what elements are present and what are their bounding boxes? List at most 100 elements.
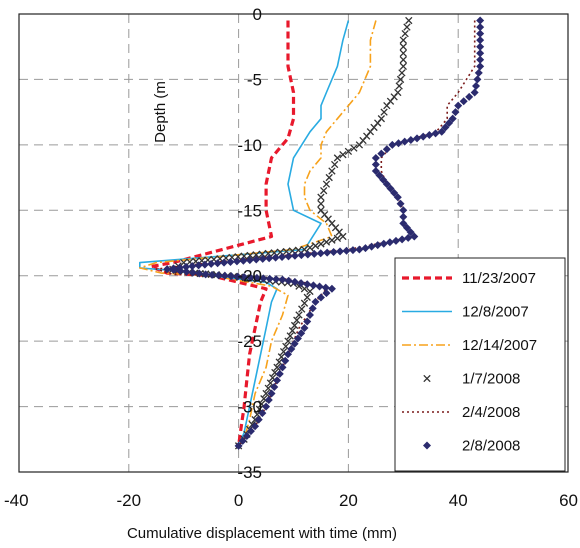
plot-frame <box>18 13 569 473</box>
diamond-marker-point <box>476 29 485 38</box>
x-tick-label: -40 <box>4 491 29 510</box>
x-marker-point <box>333 154 342 162</box>
x-marker-point <box>395 82 403 90</box>
diamond-marker-point <box>373 241 382 250</box>
diamond-marker-point <box>273 376 282 385</box>
diamond-marker-point <box>239 256 248 265</box>
x-marker-point <box>350 144 358 152</box>
diamond-marker-point <box>474 68 483 77</box>
series-line <box>139 20 377 447</box>
legend-symbol <box>423 374 431 383</box>
diamond-marker-point <box>413 134 422 143</box>
diamond-marker-point <box>476 62 485 71</box>
diamond-marker-point <box>265 274 274 283</box>
diamond-marker-point <box>342 246 351 255</box>
diamond-marker-point <box>473 75 482 84</box>
diamond-marker-point <box>327 284 336 293</box>
x-marker-point <box>298 305 306 313</box>
diamond-marker-point <box>329 248 338 257</box>
diamond-marker-point <box>348 246 357 255</box>
diamond-marker-point <box>393 193 402 202</box>
diamond-marker-point <box>252 255 261 264</box>
x-marker-point <box>293 316 301 324</box>
legend: 11/23/2007 12/8/2007 12/14/2007 1/7/2008 2/4… <box>394 257 566 472</box>
x-marker-point <box>398 69 406 77</box>
x-marker-point <box>328 167 336 175</box>
diamond-marker-point <box>431 129 440 138</box>
diamond-marker-point <box>284 252 293 261</box>
diamond-marker-point <box>194 261 203 270</box>
diamond-marker-point <box>293 334 302 343</box>
diamond-marker-point <box>406 135 415 144</box>
x-marker-point <box>320 186 328 195</box>
x-marker-point <box>328 236 336 244</box>
diamond-marker-point <box>233 272 242 281</box>
diamond-marker-point <box>321 283 330 292</box>
diamond-marker-point <box>386 184 395 193</box>
diamond-marker-point <box>308 304 317 313</box>
x-marker-point <box>399 62 407 71</box>
diamond-marker-point <box>361 244 370 253</box>
diamond-marker-point <box>399 219 408 228</box>
diamond-marker-point <box>472 81 481 90</box>
y-axis-title: Depth (m <box>152 81 169 143</box>
x-marker-point <box>317 200 325 208</box>
legend-item: 11/23/2007 <box>402 270 536 287</box>
diamond-marker-point <box>379 175 388 184</box>
legend-label: 12/14/2007 <box>462 337 537 354</box>
diamond-marker-point <box>382 180 391 189</box>
diamond-marker-point <box>297 279 306 288</box>
diamond-marker-point <box>182 267 191 276</box>
diamond-marker-point <box>275 369 284 378</box>
legend-label: 12/8/2007 <box>462 304 529 321</box>
diamond-marker-point <box>391 236 400 245</box>
diamond-marker-point <box>234 441 243 450</box>
diamond-marker-point <box>445 119 454 128</box>
diamond-marker-point <box>399 212 408 221</box>
x-marker-point <box>264 384 272 392</box>
diamond-marker-point <box>195 269 204 278</box>
diamond-marker-point <box>284 276 293 285</box>
diamond-marker-point <box>290 277 299 286</box>
y-tick-label: -25 <box>237 332 262 351</box>
diamond-marker-point <box>355 245 364 254</box>
diamond-marker-point <box>182 262 191 271</box>
diamond-marker-point <box>278 275 287 284</box>
diamond-marker-point <box>303 280 312 289</box>
diamond-marker-point <box>287 344 296 353</box>
diamond-marker-point <box>367 242 376 251</box>
diamond-marker-point <box>297 329 306 338</box>
diamond-marker-point <box>207 259 216 268</box>
diamond-marker-point <box>398 235 407 244</box>
x-marker-point <box>399 36 407 44</box>
x-tick-label: 60 <box>559 491 578 510</box>
x-marker-point <box>252 251 260 259</box>
diamond-marker-point <box>451 108 460 117</box>
diamond-marker-point <box>419 132 428 141</box>
diamond-marker-point <box>303 317 312 326</box>
x-marker-point <box>246 251 254 260</box>
diamond-marker-point <box>278 253 287 262</box>
diamond-marker-point <box>220 258 229 267</box>
x-marker-point <box>284 337 292 345</box>
diamond-marker-point <box>470 88 479 97</box>
diamond-marker-point <box>379 239 388 248</box>
diamond-marker-point <box>258 409 267 418</box>
diamond-marker-point <box>290 251 299 260</box>
legend-item: 12/8/2007 <box>402 304 529 321</box>
diamond-marker-point <box>454 101 463 110</box>
diamond-marker-point <box>251 422 260 431</box>
y-tick-label: -10 <box>237 136 262 155</box>
x-marker-point <box>258 250 266 258</box>
diamond-marker-point <box>465 92 474 101</box>
diamond-marker-point <box>336 247 345 256</box>
diamond-marker-point <box>476 16 485 25</box>
diamond-marker-point <box>270 382 279 391</box>
legend-label: 2/4/2008 <box>462 404 520 421</box>
diamond-marker-point <box>284 350 293 359</box>
diamond-marker-point <box>226 258 235 267</box>
diamond-marker-point <box>188 262 197 271</box>
diamond-marker-point <box>390 188 399 197</box>
x-marker-point <box>399 43 407 51</box>
y-tick-label: -30 <box>237 398 262 417</box>
